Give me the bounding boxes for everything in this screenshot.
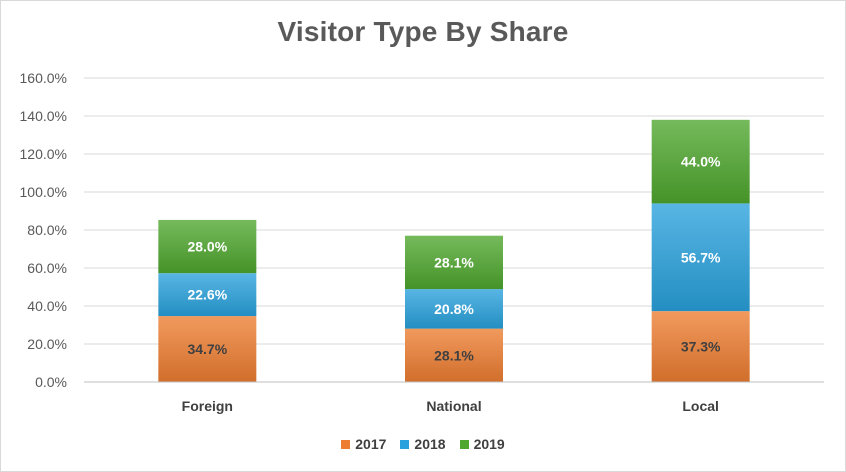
legend-label-2018: 2018 (414, 436, 446, 452)
x-category-label: National (426, 398, 481, 414)
y-tick-label: 100.0% (20, 184, 67, 200)
bar-national-2019 (405, 235, 503, 290)
data-label-national-2019: 28.1% (434, 254, 474, 270)
x-category-label: Foreign (182, 398, 233, 414)
legend-item-2018: 2018 (400, 436, 446, 452)
y-tick-label: 80.0% (27, 222, 67, 238)
data-label-foreign-2018: 22.6% (187, 287, 227, 303)
bar-foreign-2018 (158, 273, 257, 317)
bar-local-2017 (651, 311, 750, 382)
bar-local-2018 (651, 203, 750, 312)
y-tick-label: 160.0% (20, 70, 67, 86)
chart-legend: 2017 2018 2019 (0, 436, 846, 452)
data-label-local-2019: 44.0% (681, 154, 721, 170)
y-tick-label: 140.0% (20, 108, 67, 124)
legend-swatch-2018 (400, 439, 410, 449)
bar-foreign-2017 (158, 316, 257, 382)
data-label-foreign-2019: 28.0% (187, 239, 227, 255)
bar-national-2018 (405, 289, 503, 329)
x-category-label: Local (682, 398, 719, 414)
legend-label-2017: 2017 (355, 436, 387, 452)
bar-national-2017 (405, 328, 503, 382)
legend-swatch-2017 (341, 439, 351, 449)
y-tick-label: 120.0% (20, 146, 67, 162)
y-tick-label: 40.0% (27, 298, 67, 314)
chart-title: Visitor Type By Share (277, 16, 569, 47)
legend-swatch-2019 (459, 439, 469, 449)
data-label-foreign-2017: 34.7% (187, 341, 227, 357)
y-tick-label: 0.0% (35, 374, 67, 390)
y-tick-label: 20.0% (27, 336, 67, 352)
bar-local-2019 (651, 119, 750, 204)
legend-item-2019: 2019 (459, 436, 505, 452)
legend-item-2017: 2017 (341, 436, 386, 452)
bar-foreign-2019 (158, 219, 257, 274)
data-label-local-2018: 56.7% (681, 249, 721, 265)
data-label-national-2018: 20.8% (434, 301, 474, 317)
legend-label-2019: 2019 (473, 436, 505, 452)
data-label-national-2017: 28.1% (434, 347, 474, 363)
data-label-local-2017: 37.3% (681, 339, 721, 355)
y-tick-label: 60.0% (27, 260, 67, 276)
